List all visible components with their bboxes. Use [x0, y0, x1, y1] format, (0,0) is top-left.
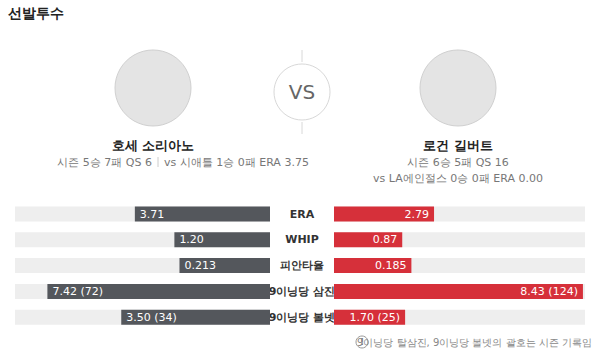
svg-text:3.50 (34): 3.50 (34) — [126, 311, 177, 324]
svg-text:vs LA에인절스 0승 0패 ERA 0.00: vs LA에인절스 0승 0패 ERA 0.00 — [373, 172, 543, 185]
svg-text:0.213: 0.213 — [184, 259, 216, 272]
svg-text:시즌 5승 7패 QS 6: 시즌 5승 7패 QS 6 — [57, 156, 152, 169]
svg-text:2.79: 2.79 — [405, 208, 430, 221]
svg-text:9이닝당 탈삼진, 9이닝당 볼넷의 괄호는 시즌 기록임: 9이닝당 탈삼진, 9이닝당 볼넷의 괄호는 시즌 기록임 — [357, 337, 592, 348]
svg-text:9이닝당 삼진: 9이닝당 삼진 — [269, 285, 335, 298]
svg-text:vs 시애틀 1승 0패 ERA 3.75: vs 시애틀 1승 0패 ERA 3.75 — [164, 156, 309, 169]
svg-text:로건 길버트: 로건 길버트 — [423, 138, 493, 153]
svg-text:0.185: 0.185 — [375, 259, 407, 272]
svg-text:1.70 (25): 1.70 (25) — [350, 311, 401, 324]
svg-text:7.42 (72): 7.42 (72) — [52, 285, 103, 298]
svg-text:VS: VS — [289, 80, 315, 104]
svg-text:3.71: 3.71 — [140, 208, 165, 221]
svg-text:시즌 6승 5패 QS 16: 시즌 6승 5패 QS 16 — [407, 156, 509, 169]
svg-text:WHIP: WHIP — [285, 233, 319, 246]
svg-text:8.43 (124): 8.43 (124) — [520, 285, 578, 298]
svg-text:ERA: ERA — [290, 208, 315, 221]
svg-text:피안타율: 피안타율 — [280, 259, 324, 272]
svg-text:1.20: 1.20 — [179, 233, 204, 246]
svg-text:호세 소리아노: 호세 소리아노 — [112, 138, 195, 153]
svg-text:9이닝당 볼넷: 9이닝당 볼넷 — [269, 311, 335, 324]
svg-text:0.87: 0.87 — [373, 233, 398, 246]
svg-text:선발투수: 선발투수 — [8, 5, 64, 21]
